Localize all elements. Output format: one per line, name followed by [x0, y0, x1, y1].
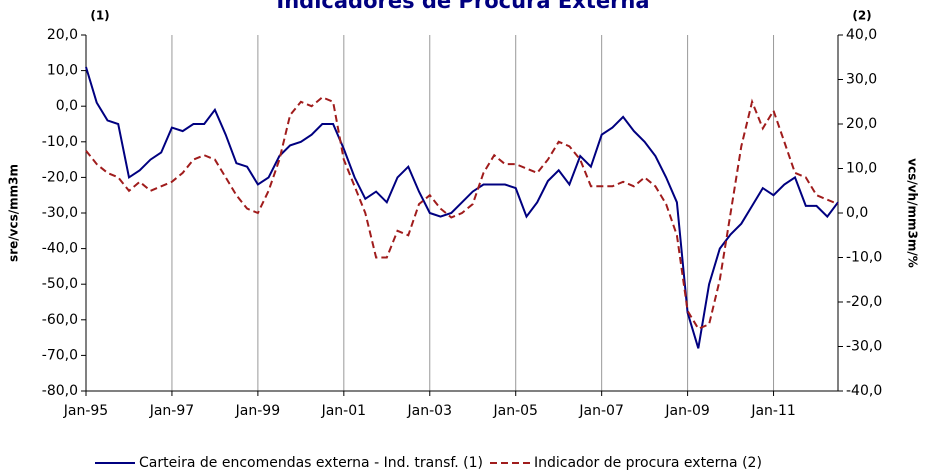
- y2-tick-label: 0,0: [846, 205, 868, 221]
- annotation: (1): [90, 9, 109, 23]
- y2-tick-label: -10,0: [846, 250, 882, 266]
- x-tick-label: Jan-07: [578, 403, 623, 419]
- series-line: [85, 96, 839, 330]
- y2-tick-label: -40,0: [846, 383, 882, 399]
- y-tick-label: -70,0: [42, 347, 78, 363]
- x-tick-label: Jan-01: [321, 403, 366, 419]
- y2-tick-label: 40,0: [846, 27, 877, 43]
- y-tick-label: -10,0: [42, 134, 78, 150]
- y2-tick-label: -30,0: [846, 339, 882, 355]
- y2-tick-label: 20,0: [846, 116, 877, 132]
- x-tick-label: Jan-05: [492, 403, 537, 419]
- annotation: (2): [852, 9, 871, 23]
- y-tick-label: -80,0: [42, 383, 78, 399]
- y-tick-label: 0,0: [56, 98, 78, 114]
- y2-tick-label: 10,0: [846, 161, 877, 177]
- y2-tick-label: 30,0: [846, 72, 877, 88]
- legend-label: Indicador de procura externa (2): [534, 455, 762, 471]
- chart-title: Indicadores de Procura Externa: [276, 0, 649, 13]
- y2-axis-title: vcs/vh/mm3m/%: [906, 158, 920, 267]
- x-tick-label: Jan-09: [664, 403, 709, 419]
- series-line: [85, 66, 839, 349]
- x-tick-label: Jan-99: [235, 403, 280, 419]
- y-tick-label: -20,0: [42, 169, 78, 185]
- x-tick-label: Jan-11: [750, 403, 795, 419]
- y-axis-title: sre/vcs/mm3m: [7, 164, 21, 262]
- legend-label: Carteira de encomendas externa - Ind. tr…: [139, 455, 483, 471]
- x-tick-label: Jan-97: [149, 403, 194, 419]
- y-tick-label: 20,0: [47, 27, 78, 43]
- x-tick-label: Jan-03: [407, 403, 452, 419]
- y-tick-label: -30,0: [42, 205, 78, 221]
- y-tick-label: -40,0: [42, 241, 78, 257]
- y2-tick-label: -20,0: [846, 294, 882, 310]
- y-tick-label: 10,0: [47, 63, 78, 79]
- x-tick-label: Jan-95: [63, 403, 108, 419]
- y-tick-label: -50,0: [42, 276, 78, 292]
- y-tick-label: -60,0: [42, 312, 78, 328]
